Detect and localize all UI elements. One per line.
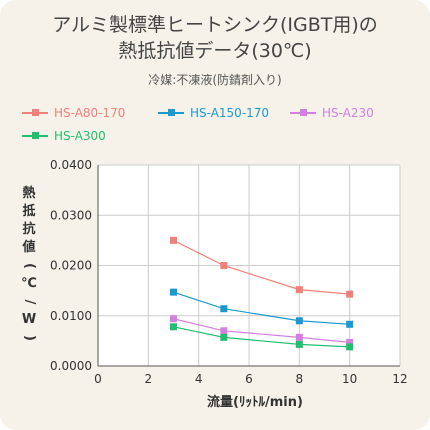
data-point (346, 343, 354, 351)
x-tick-label: 4 (195, 372, 203, 386)
data-point (170, 315, 177, 323)
x-axis-label: 流量(ﾘｯﾄﾙ/min) (207, 394, 303, 410)
data-point (295, 340, 303, 348)
data-point (346, 290, 354, 298)
y-axis-label-char: W (21, 311, 37, 327)
y-axis-label-char: ℃ (21, 275, 37, 291)
legend-square-icon (168, 109, 175, 116)
series-line-3 (173, 326, 350, 348)
data-point (295, 286, 303, 294)
chart-title-line2: 熱抵抗値データ(30℃) (118, 40, 312, 62)
series-line-2 (173, 318, 350, 343)
x-tick-label: 2 (145, 372, 153, 386)
legend-square-icon (300, 109, 307, 116)
x-tick-label: 8 (296, 372, 304, 386)
x-tick-label: 10 (342, 372, 357, 386)
data-point (220, 262, 228, 269)
chart-subtitle: 冷媒:不凍液(防錆剤入り) (148, 73, 282, 87)
data-point (346, 320, 354, 328)
legend-label: HS-A230 (322, 106, 374, 120)
legend-square-icon (32, 132, 39, 139)
y-axis-label: 熱抵抗値(℃ / W) (18, 185, 40, 347)
x-tick-label: 0 (94, 372, 102, 386)
legend-label: HS-A80-170 (54, 106, 126, 120)
y-axis-label-char: 熱 (22, 185, 36, 201)
x-tick-label: 12 (392, 372, 407, 386)
y-tick-label: 0.0000 (50, 359, 92, 373)
y-axis-label-char: 値 (22, 239, 36, 255)
y-tick-label: 0.0200 (50, 259, 92, 273)
data-point (170, 323, 177, 331)
y-axis-label-char: 抗 (22, 221, 36, 237)
data-point (295, 333, 303, 341)
series-line-1 (173, 291, 350, 325)
y-tick-label: 0.0400 (50, 158, 92, 172)
data-point (170, 236, 177, 244)
data-point (220, 333, 228, 341)
x-tick-label: 6 (245, 372, 253, 386)
data-point (170, 288, 177, 296)
y-tick-label: 0.0100 (50, 309, 92, 323)
data-point (346, 338, 354, 346)
data-point (295, 317, 303, 325)
y-axis-label-char: 抵 (22, 203, 36, 219)
data-point (220, 305, 228, 313)
legend-square-icon (32, 109, 39, 116)
data-point (220, 327, 228, 335)
series-line-0 (173, 239, 350, 295)
legend-label: HS-A300 (54, 129, 106, 143)
legend-label: HS-A150-170 (190, 106, 270, 120)
chart-title-line1: アルミ製標準ヒートシンク(IGBT用)の (52, 14, 378, 36)
y-tick-label: 0.0300 (50, 208, 92, 222)
